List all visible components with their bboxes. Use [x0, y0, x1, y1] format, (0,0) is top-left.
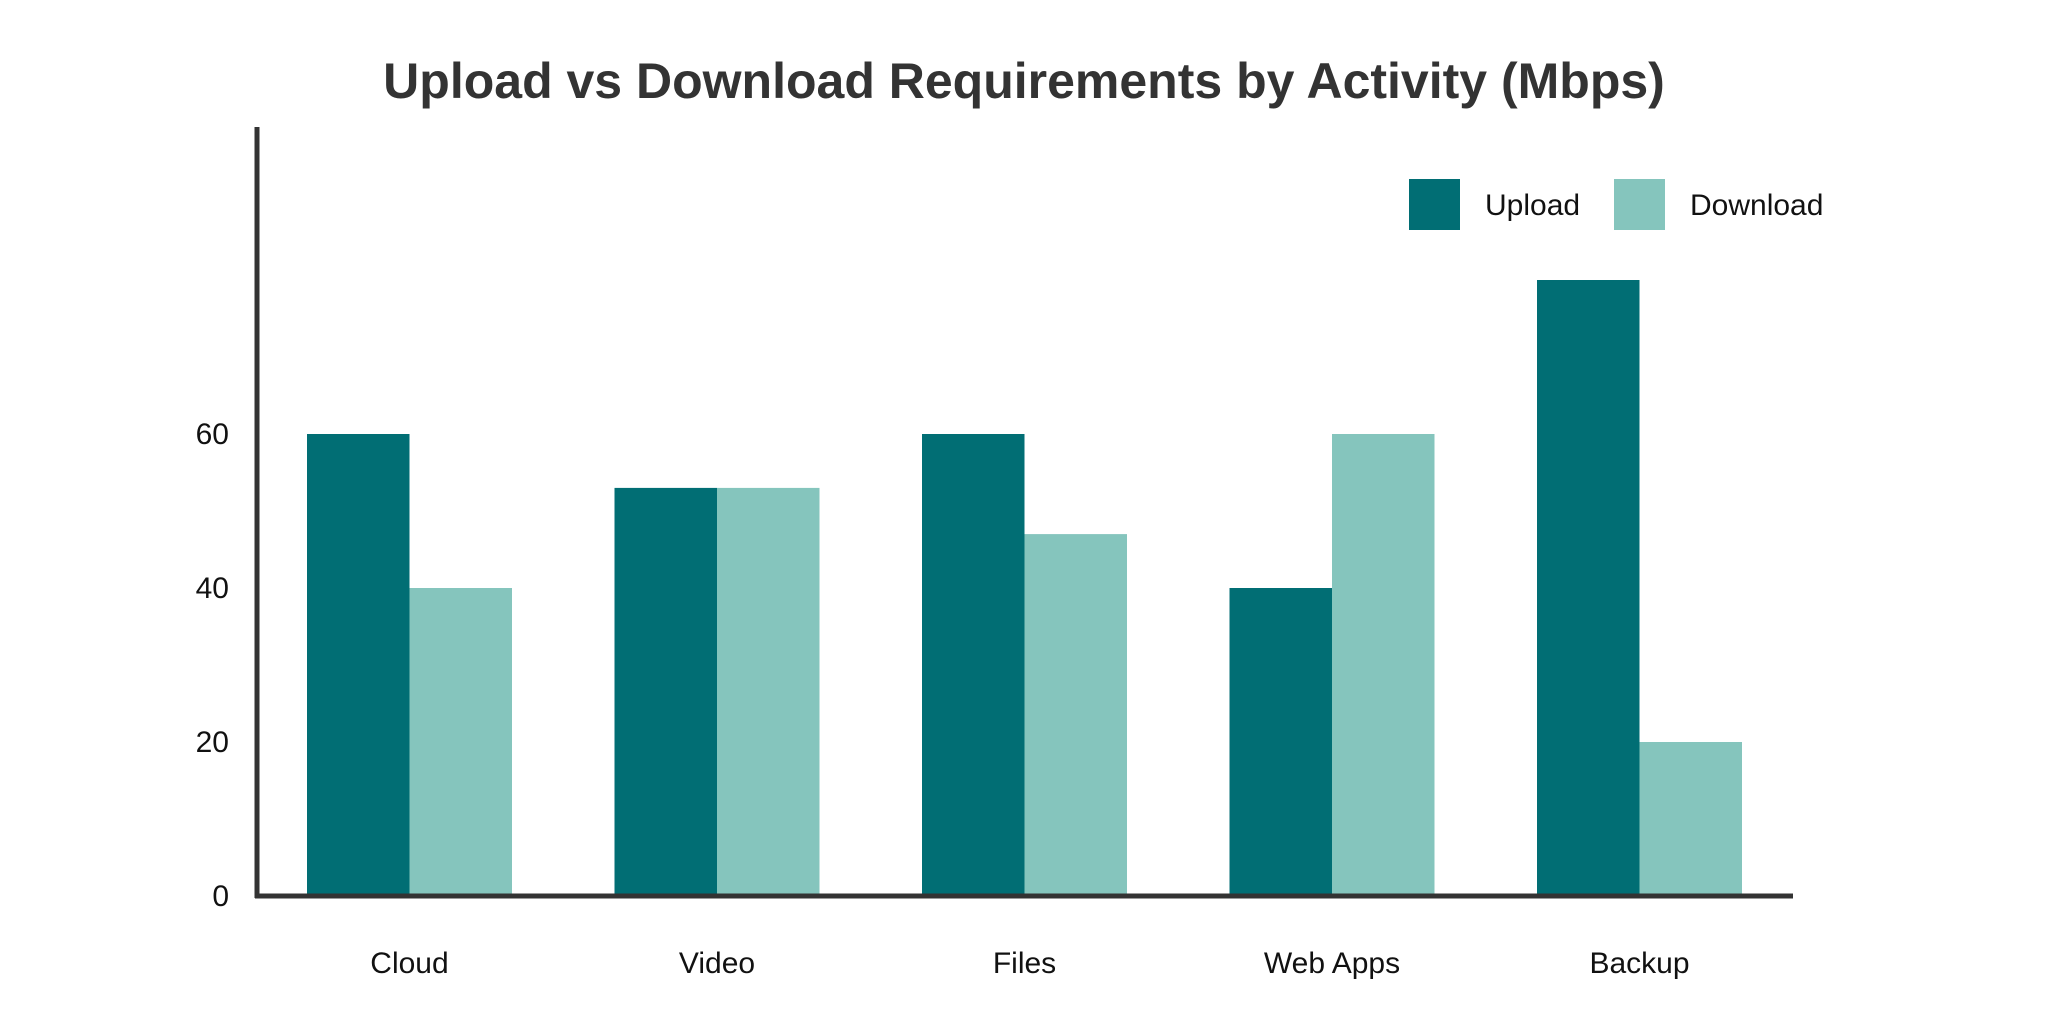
y-tick-label: 20: [196, 726, 229, 759]
bar-download-cloud: [409, 588, 512, 896]
bar-download-backup: [1639, 742, 1742, 896]
x-category-label: Video: [679, 947, 755, 980]
bar-upload-cloud: [307, 434, 410, 896]
legend-label-download: Download: [1690, 189, 1823, 222]
bar-upload-backup: [1537, 280, 1640, 896]
legend: Upload Download: [1409, 179, 1823, 230]
legend-label-upload: Upload: [1485, 189, 1580, 222]
legend-swatch-download: [1614, 179, 1665, 230]
bar-download-web-apps: [1332, 434, 1435, 896]
y-tick-label: 60: [196, 418, 229, 451]
bar-upload-files: [922, 434, 1025, 896]
bar-upload-web-apps: [1229, 588, 1332, 896]
bars-layer: [307, 280, 1742, 896]
bar-download-files: [1024, 534, 1127, 896]
y-tick-label: 0: [212, 880, 229, 913]
x-category-label: Backup: [1589, 947, 1689, 980]
x-category-labels: Cloud Video Files Web Apps Backup: [370, 947, 1689, 980]
legend-swatch-upload: [1409, 179, 1460, 230]
bar-download-video: [717, 487, 820, 896]
x-category-label: Web Apps: [1264, 947, 1400, 980]
y-tick-labels: 0 20 40 60: [196, 418, 229, 913]
x-category-label: Cloud: [370, 947, 448, 980]
bar-upload-video: [614, 487, 717, 896]
y-tick-label: 40: [196, 572, 229, 605]
x-category-label: Files: [993, 947, 1056, 980]
chart-title: Upload vs Download Requirements by Activ…: [383, 53, 1665, 109]
